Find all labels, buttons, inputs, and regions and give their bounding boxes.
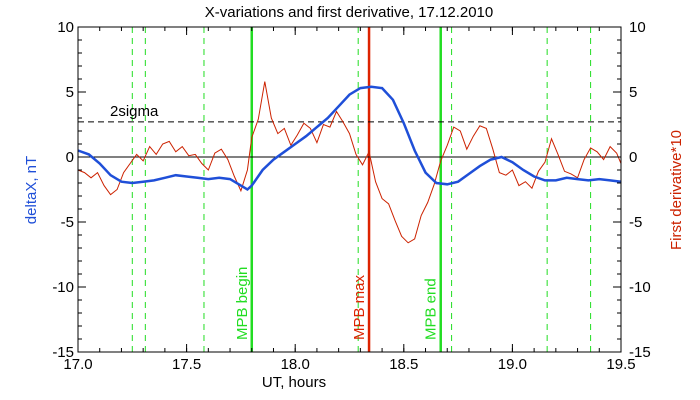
derivative-series-line	[77, 81, 622, 244]
x-tick-label: 18.5	[389, 356, 418, 373]
plot-frame	[77, 26, 622, 353]
x-tick-label: 19.0	[498, 356, 527, 373]
chart-title: X-variations and first derivative, 17.12…	[205, 4, 494, 21]
x-tick-label: 18.0	[281, 356, 310, 373]
threshold-label: 2sigma	[110, 103, 159, 120]
y-left-tick-label: -15	[52, 344, 74, 361]
y-right-tick-label: 10	[629, 19, 646, 36]
x-tick-label: 17.0	[63, 356, 92, 373]
mpb-marker-labels: MPB begin MPB max MPB end	[234, 267, 440, 340]
y-left-tick-label: 0	[66, 149, 74, 166]
y-right-tick-label: -5	[629, 214, 642, 231]
y-left-tick-label: 5	[66, 84, 74, 101]
y-left-tick-labels: 10 5 0 -5 -10 -15	[52, 19, 74, 361]
y-right-tick-label: -10	[629, 279, 651, 296]
mpb-marker-label: MPB max	[351, 274, 368, 340]
mpb-marker-label: MPB begin	[234, 267, 251, 340]
x-tick-labels: 17.0 17.5 18.0 18.5 19.0 19.5	[63, 356, 635, 373]
y-left-tick-label: -10	[52, 279, 74, 296]
y-left-tick-label: -5	[61, 214, 74, 231]
axis-ticks	[77, 26, 622, 353]
y-axis-label-right: First derivative*10	[668, 130, 685, 250]
mpb-marker-lines	[250, 27, 442, 352]
x-axis-label: UT, hours	[262, 374, 326, 391]
y-right-tick-label: 5	[629, 84, 637, 101]
y-left-tick-label: 10	[57, 19, 74, 36]
x-tick-label: 17.5	[172, 356, 201, 373]
mpb-marker-label: MPB end	[423, 278, 440, 340]
x-tick-label: 19.5	[606, 356, 635, 373]
y-right-tick-labels: 10 5 0 -5 -10 -15	[629, 19, 651, 361]
y-axis-label-left: deltaX, nT	[23, 156, 40, 224]
y-right-tick-label: -15	[629, 344, 651, 361]
deltax-series-line	[77, 85, 622, 192]
y-right-tick-label: 0	[629, 149, 637, 166]
